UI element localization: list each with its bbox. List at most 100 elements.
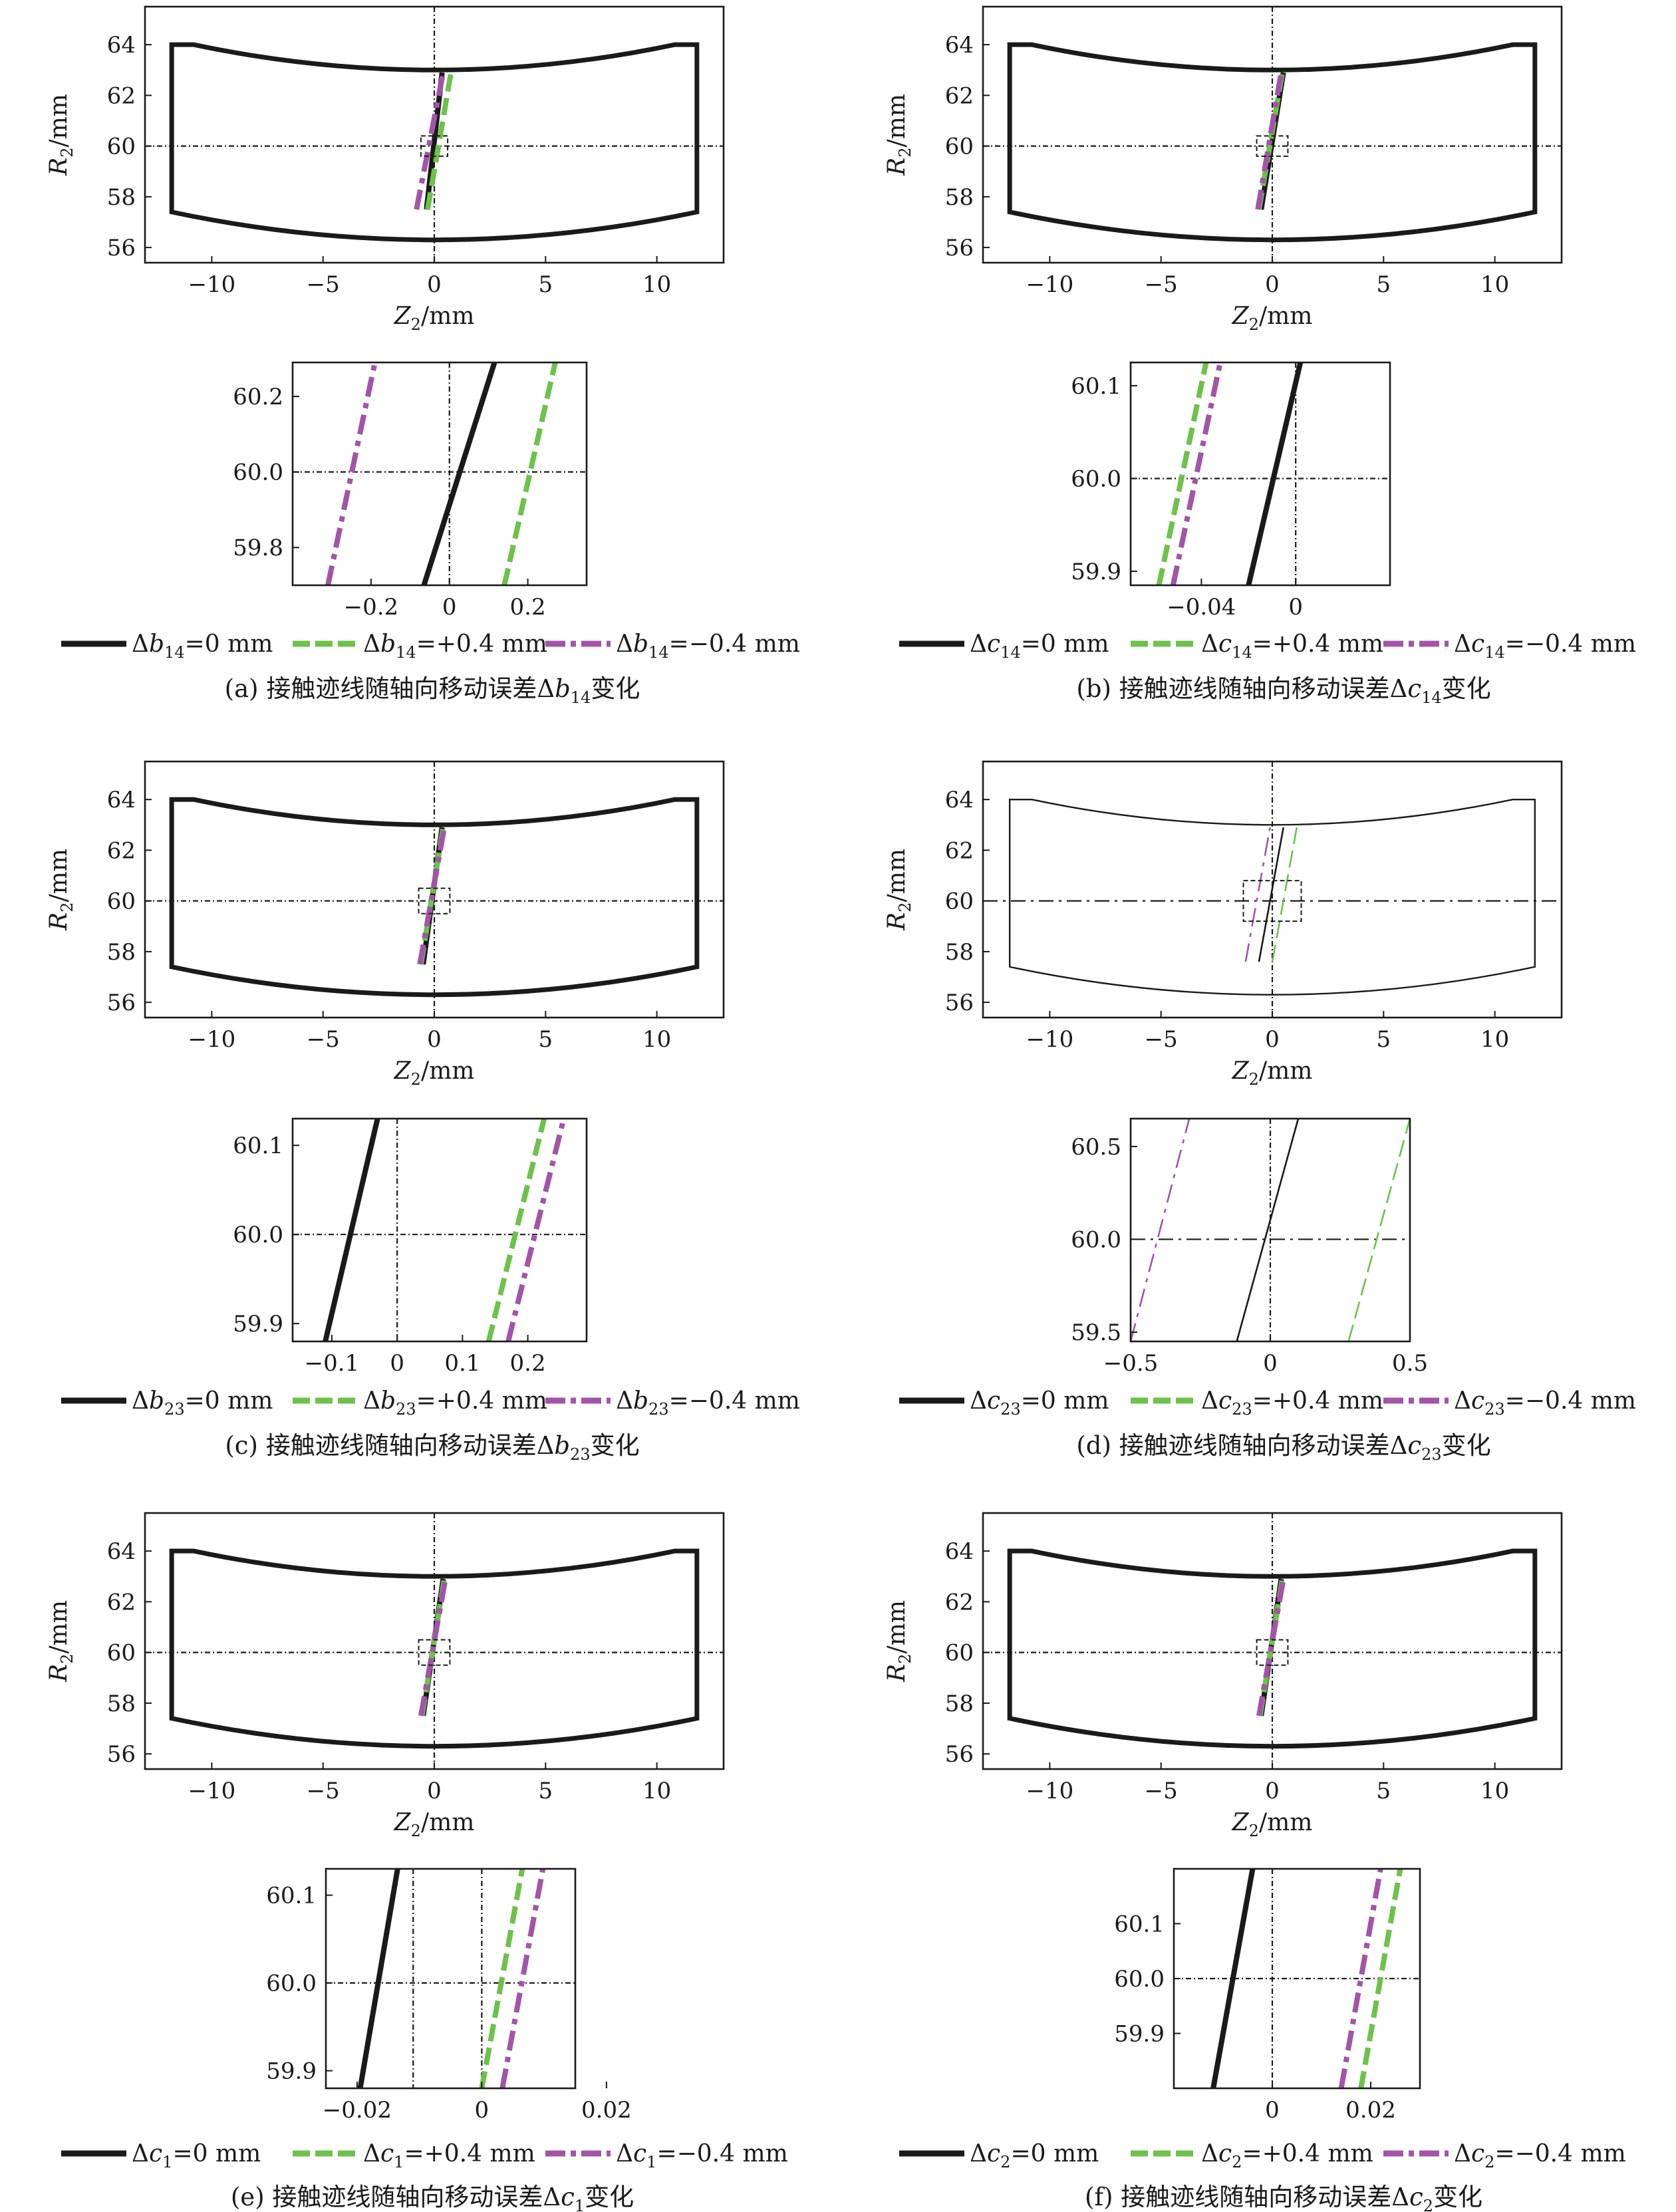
text-span: /mm <box>883 849 910 902</box>
text-span: 14 <box>396 643 416 662</box>
text-span: /mm <box>1259 303 1312 330</box>
contact-trace-minus <box>1244 827 1271 962</box>
x-tick-label: 10 <box>1480 271 1509 298</box>
text-span: Δ <box>1201 1387 1218 1415</box>
text-span: Δ <box>132 630 149 658</box>
x-tick-label: 5 <box>538 271 553 298</box>
text-span: =0 mm <box>185 1387 273 1415</box>
contact-trace-minus <box>499 1869 546 2088</box>
y-tick-label: 56 <box>107 1741 136 1768</box>
text-span: 变化 <box>1442 674 1491 703</box>
text-span: 变化 <box>591 674 640 703</box>
x-tick-label: 10 <box>1480 1778 1509 1804</box>
text-span: c <box>380 2140 394 2167</box>
contact-trace-plus <box>1347 1119 1410 1341</box>
text-span: Δ <box>970 630 987 658</box>
text-span: c <box>987 1387 1000 1415</box>
x-tick-label: 0 <box>1265 2097 1280 2124</box>
x-tick-label: −5 <box>1145 271 1178 298</box>
contact-trace-zero <box>1246 362 1304 585</box>
text-span: 23 <box>396 1400 416 1419</box>
text-span: =−0.4 mm <box>669 1387 800 1415</box>
text-span: 2 <box>58 1654 76 1664</box>
text-span: /mm <box>45 849 72 902</box>
legend-label-zero: Δb23=0 mm <box>132 1387 273 1419</box>
text-span: Δ <box>616 1387 633 1415</box>
series-group <box>357 1869 546 2088</box>
text-span: =0 mm <box>172 2140 261 2167</box>
tooth-profile-outline <box>169 1548 700 1749</box>
zoom-region-box <box>418 887 451 914</box>
zoom-region-box <box>1242 880 1302 922</box>
text-span: Δ <box>132 2140 149 2167</box>
zoom-region-box <box>418 1639 451 1666</box>
y-tick-label: 56 <box>107 990 136 1016</box>
series-group <box>414 72 454 210</box>
legend-label-plus: Δc23=+0.4 mm <box>1201 1387 1383 1419</box>
text-span: 2 <box>58 902 76 912</box>
legend-label-zero: Δc2=0 mm <box>970 2140 1099 2171</box>
x-tick-label: −10 <box>1026 1026 1074 1053</box>
y-tick-label: 60 <box>945 1640 974 1667</box>
text-span: Δ <box>970 2140 987 2167</box>
y-tick-label: 60.0 <box>1071 1226 1121 1253</box>
series-group <box>1210 1869 1403 2088</box>
text-span: b <box>555 674 571 703</box>
y-tick-label: 60.5 <box>1071 1134 1121 1161</box>
x-tick-label: 5 <box>1376 1778 1391 1804</box>
legend-label-minus: Δb14=−0.4 mm <box>616 630 800 662</box>
tooth-profile-outline <box>169 797 700 998</box>
x-tick-label: 0 <box>390 1350 404 1377</box>
text-span: 14 <box>648 643 669 662</box>
y-tick-label: 59.9 <box>233 1311 283 1337</box>
legend-label-minus: Δc2=−0.4 mm <box>1454 2140 1626 2171</box>
y-tick-label: 58 <box>945 184 974 211</box>
text-span: c <box>1407 674 1421 703</box>
text-span: b <box>380 630 396 658</box>
text-span: Z <box>394 1057 412 1085</box>
contact-trace-minus <box>414 72 446 210</box>
y-tick-label: 64 <box>107 787 136 813</box>
text-span: b <box>554 1431 570 1460</box>
x-tick-label: −0.5 <box>1103 1350 1159 1377</box>
y-tick-label: 60.0 <box>1114 1966 1165 1993</box>
y-axis-label: R2/mm <box>45 94 76 176</box>
text-span: 1 <box>575 2197 585 2212</box>
x-tick-label: 0 <box>1265 1778 1280 1804</box>
text-span: /mm <box>421 303 474 330</box>
x-tick-label: −10 <box>188 1778 236 1804</box>
panel-5-zoom-plot: 0 0.02 59.9 60.0 60.1 <box>1114 1867 1421 2124</box>
x-tick-label: 10 <box>1480 1026 1509 1053</box>
y-tick-label: 58 <box>107 184 136 211</box>
x-tick-label: 10 <box>642 271 671 298</box>
text-span: c <box>633 2140 646 2167</box>
legend: Δc2=0 mm Δc2=+0.4 mm Δc2=−0.4 mm <box>899 2140 1626 2171</box>
panel-1-zoom-plot: −0.04 0 59.9 60.0 60.1 <box>1071 361 1391 621</box>
legend-label-zero: Δc1=0 mm <box>132 2140 261 2171</box>
text-span: R <box>883 158 910 176</box>
contact-trace-minus <box>1338 1869 1383 2088</box>
y-tick-label: 56 <box>945 235 974 261</box>
series-group <box>323 1119 567 1341</box>
y-tick-label: 56 <box>945 990 974 1016</box>
legend-label-minus: Δb23=−0.4 mm <box>616 1387 800 1419</box>
panel-caption: (a) 接触迹线随轴向移动误差Δb14变化 <box>225 674 640 707</box>
text-span: (b) 接触迹线随轴向移动误差Δ <box>1076 674 1407 703</box>
x-tick-label: −0.04 <box>1167 594 1236 621</box>
y-tick-label: 60.0 <box>233 1222 283 1248</box>
text-span: Δ <box>363 630 380 658</box>
text-span: 23 <box>570 1445 591 1464</box>
y-tick-label: 64 <box>945 1538 974 1565</box>
text-span: Δ <box>363 1387 380 1415</box>
text-span: 2 <box>1484 2153 1494 2171</box>
zoom-region-box <box>420 135 449 157</box>
plot-frame <box>325 1867 577 2090</box>
text-span: =−0.4 mm <box>1505 630 1636 658</box>
x-tick-label: −5 <box>307 1026 340 1053</box>
text-span: c <box>1471 630 1484 658</box>
contact-trace-plus <box>486 1119 547 1341</box>
text-span: =0 mm <box>1010 2140 1099 2167</box>
